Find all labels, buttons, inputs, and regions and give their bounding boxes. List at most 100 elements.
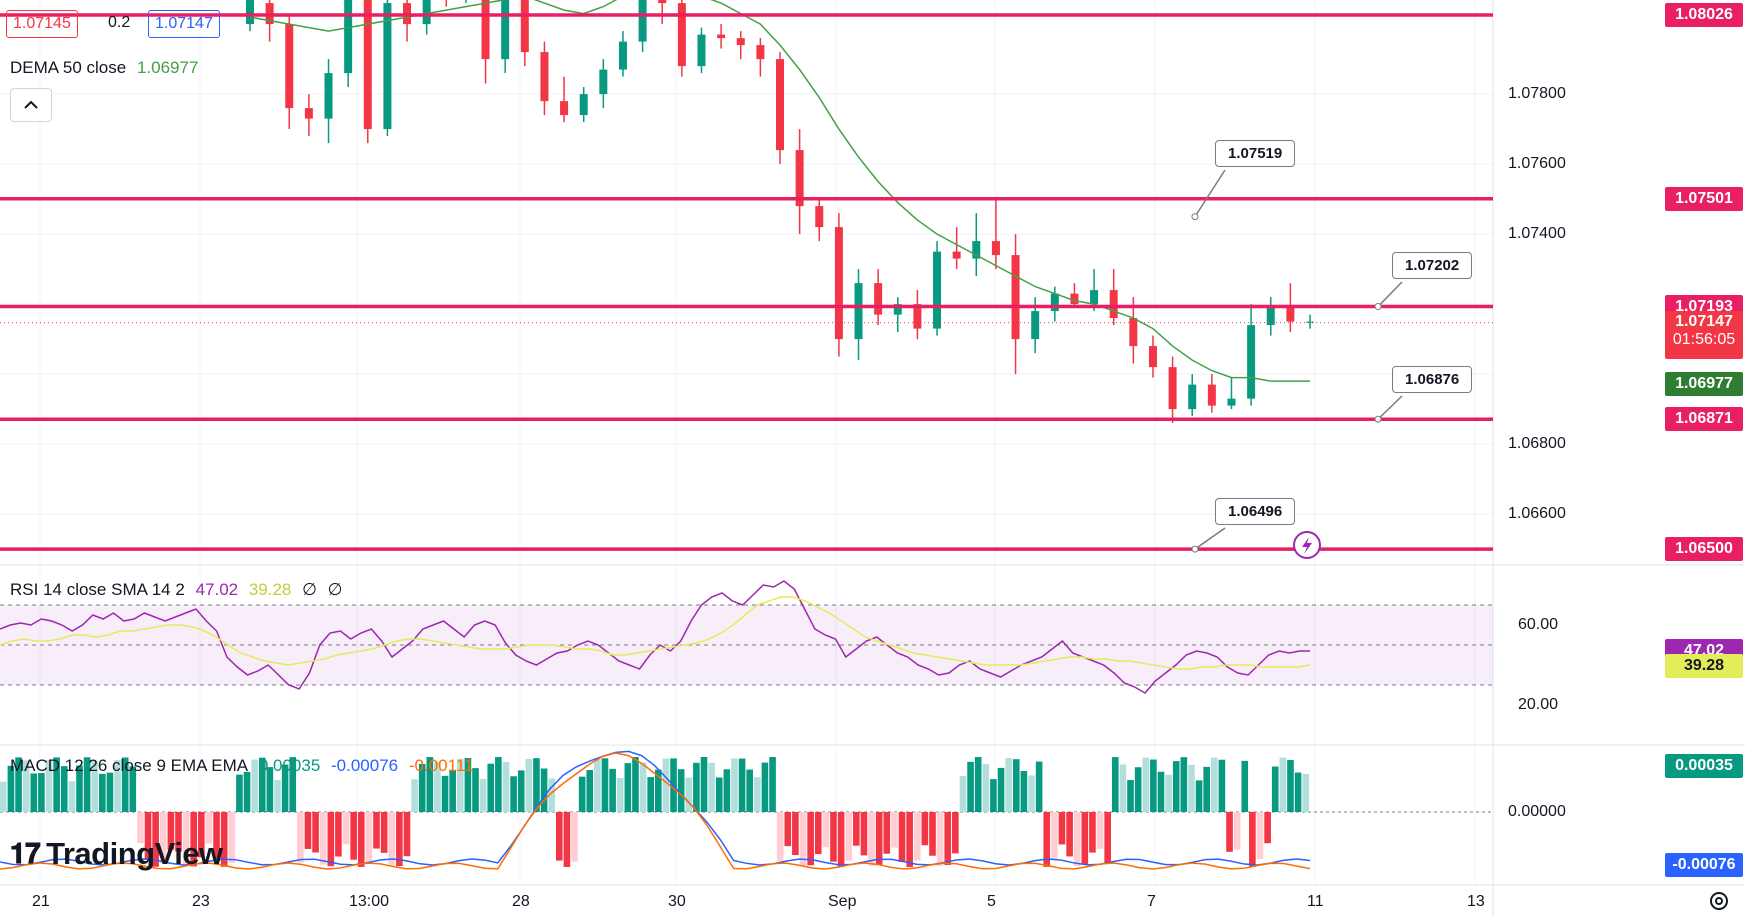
macd-hist-bar [723, 769, 731, 812]
macd-hist-bar [822, 812, 830, 848]
candle-body [677, 3, 686, 67]
candle-body [344, 0, 353, 74]
macd-hist-bar [616, 778, 624, 812]
candle-body [579, 94, 588, 116]
macd-hist-bar [853, 812, 860, 846]
macd-hist-bar [655, 769, 662, 812]
macd-legend-signal: -0.00111 [408, 756, 474, 775]
macd-hist-bar [236, 774, 243, 812]
macd-hist-bar [30, 773, 38, 812]
macd-hist-bar [434, 761, 441, 812]
rsi-axis-label: 20.00 [1518, 696, 1559, 713]
rsi-axis-label: 60.00 [1518, 616, 1559, 633]
callout-pointer [1377, 281, 1403, 308]
candle-body [481, 0, 490, 60]
macd-hist-bar [167, 812, 175, 850]
candle-body [1129, 318, 1138, 347]
macd-hist-bar [182, 812, 190, 865]
macd-hist-bar [1150, 759, 1157, 812]
macd-hist-bar [38, 773, 45, 812]
price-callout[interactable]: 1.06496 [1215, 498, 1296, 525]
price-axis-label: 1.06800 [1508, 435, 1566, 453]
macd-hist-bar [731, 758, 738, 812]
macd-hist-bar [533, 758, 540, 812]
level-price-label: 1.08026 [1665, 3, 1743, 27]
rsi-legend-name: RSI 14 close SMA 14 2 [10, 580, 185, 599]
macd-hist-bar [327, 812, 335, 867]
macd-hist-bar [213, 812, 220, 860]
collapse-legend-button[interactable] [10, 88, 52, 122]
dema-legend-value: 1.06977 [136, 58, 199, 77]
candle-body [697, 34, 706, 67]
candle-body [501, 0, 510, 60]
macd-hist-value-label: 0.00035 [1665, 754, 1743, 778]
price-axis-label: 1.07800 [1508, 85, 1566, 103]
price-callout[interactable]: 1.06876 [1392, 366, 1473, 393]
macd-hist-bar [555, 812, 563, 861]
macd-hist-bar [807, 812, 814, 866]
macd-hist-bar [373, 812, 380, 849]
macd-hist-bar [1218, 759, 1226, 812]
price-axis-label: 1.07600 [1508, 155, 1566, 173]
candle-body [1148, 346, 1157, 368]
macd-hist-bar [1012, 759, 1020, 812]
macd-hist-bar [913, 812, 921, 861]
callout-anchor [1191, 213, 1199, 221]
macd-hist-bar [517, 770, 525, 812]
macd-hist-bar [1233, 812, 1241, 850]
macd-hist-bar [1157, 771, 1165, 812]
macd-hist-bar [845, 812, 853, 861]
bid-badge[interactable]: 1.07145 [6, 10, 78, 38]
gear-icon[interactable] [1707, 889, 1731, 913]
x-axis-label: 23 [192, 893, 210, 910]
macd-hist-bar [1096, 812, 1104, 849]
x-axis-label: 13:00 [349, 893, 390, 910]
candle-body [383, 3, 392, 130]
candle-body [717, 34, 726, 39]
macd-hist-bar [1127, 779, 1134, 812]
dema-legend[interactable]: DEMA 50 close 1.06977 [10, 58, 204, 78]
ask-badge[interactable]: 1.07147 [148, 10, 220, 38]
x-axis-label: Sep [828, 893, 857, 910]
candle-body [1109, 290, 1118, 319]
x-axis-label: 30 [668, 893, 686, 910]
candle-body [933, 251, 942, 329]
macd-hist-bar [754, 777, 761, 812]
macd-hist-bar [266, 767, 274, 812]
macd-hist-bar [289, 757, 297, 812]
macd-hist-bar [380, 812, 388, 853]
callout-anchor [1374, 415, 1382, 423]
rsi-sma-value-label: 39.28 [1665, 654, 1743, 679]
macd-hist-bar [335, 812, 342, 857]
macd-hist-bar [708, 762, 715, 812]
macd-legend[interactable]: MACD 12 26 close 9 EMA EMA 0.00035 -0.00… [10, 756, 479, 776]
macd-hist-bar [693, 762, 700, 812]
rsi-legend-extra2: ∅ [327, 580, 343, 599]
candle-body [1266, 307, 1275, 326]
macd-hist-bar [464, 758, 472, 812]
price-callout[interactable]: 1.07202 [1392, 252, 1473, 279]
macd-hist-bar [982, 763, 990, 812]
macd-hist-bar [1195, 780, 1203, 812]
candle-body [736, 38, 745, 46]
macd-hist-bar [525, 758, 533, 812]
macd-hist-bar [274, 780, 281, 812]
macd-hist-bar [1035, 761, 1043, 812]
callout-anchor [1191, 545, 1199, 553]
macd-hist-bar [1058, 812, 1066, 845]
macd-value-label: -0.00076 [1665, 853, 1743, 877]
macd-hist-bar [662, 758, 670, 812]
macd-hist-bar [441, 775, 449, 812]
macd-hist-bar [297, 812, 304, 863]
level-price-label: 1.06871 [1665, 407, 1743, 432]
macd-hist-bar [784, 812, 792, 847]
macd-hist-bar [22, 760, 30, 812]
rsi-legend[interactable]: RSI 14 close SMA 14 2 47.02 39.28 ∅ ∅ [10, 580, 349, 600]
price-callout[interactable]: 1.07519 [1215, 140, 1296, 167]
macd-hist-bar [495, 757, 502, 812]
candle-body [776, 59, 784, 151]
macd-hist-bar [639, 762, 647, 812]
macd-hist-bar [715, 777, 723, 812]
macd-legend-macd: -0.00076 [331, 756, 399, 775]
